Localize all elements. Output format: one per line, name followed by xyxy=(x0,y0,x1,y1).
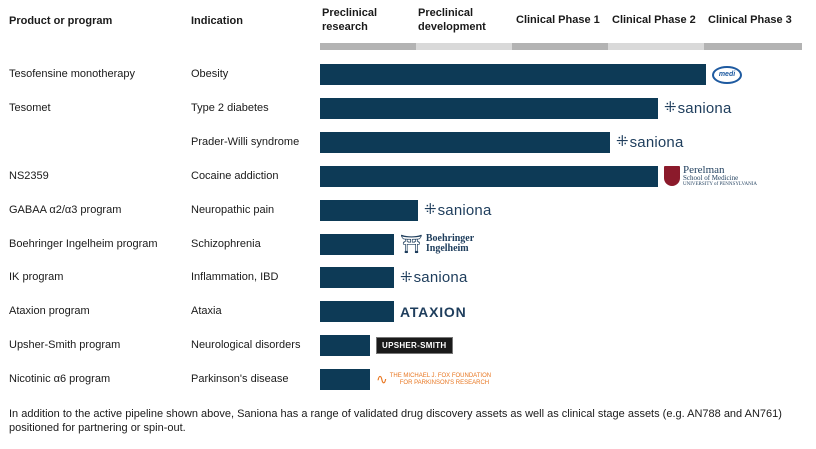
product-label: NS2359 xyxy=(9,169,49,182)
partner-name: saniona xyxy=(629,133,684,151)
indication-label: Parkinson's disease xyxy=(191,373,289,386)
header-stage-clinical-phase-3: Clinical Phase 3 xyxy=(708,14,792,26)
indication-label: Type 2 diabetes xyxy=(191,101,269,114)
pipeline-bar xyxy=(320,301,394,323)
stage-band-3 xyxy=(512,43,608,50)
header-stage-clinical-phase-2: Clinical Phase 2 xyxy=(612,14,696,26)
header-stage-clinical-phase-1: Clinical Phase 1 xyxy=(516,14,600,26)
indication-label: Neuropathic pain xyxy=(191,203,275,216)
partner-logo-saniona: ⁜ saniona xyxy=(664,96,732,121)
partner-name: saniona xyxy=(413,269,468,287)
product-label: Boehringer Ingelheim program xyxy=(9,237,158,250)
indication-label: Prader-Willi syndrome xyxy=(191,135,300,148)
product-label: GABAA α2/α3 program xyxy=(9,203,122,216)
product-label: Nicotinic α6 program xyxy=(9,373,111,386)
indication-label: Ataxia xyxy=(191,305,222,318)
product-label: Tesofensine monotherapy xyxy=(9,68,135,80)
header-stage-preclinical-development: Preclinical development xyxy=(418,7,486,33)
saniona-star-icon: ⁜ xyxy=(400,268,413,286)
pipeline-bar xyxy=(320,131,610,153)
stage-band-4 xyxy=(608,43,704,50)
footnote: In addition to the active pipeline shown… xyxy=(9,408,782,434)
partner-subtitle: School of Medicine xyxy=(683,173,739,182)
product-label: IK program xyxy=(9,271,64,284)
partner-logo-saniona: ⁜ saniona xyxy=(400,265,468,290)
medi-logo-icon: medi xyxy=(712,65,742,84)
partner-logo-mjff: ∿ THE MICHAEL J. FOX FOUNDATION FOR PARKIN… xyxy=(376,367,491,392)
pipeline-bar xyxy=(320,369,370,391)
pipeline-bar xyxy=(320,267,394,289)
saniona-star-icon: ⁜ xyxy=(424,201,437,219)
partner-logo-saniona: ⁜ saniona xyxy=(616,130,684,155)
pipeline-bar xyxy=(320,335,370,357)
indication-label: Cocaine addiction xyxy=(191,169,279,182)
partner-logo-bi: ⛩ Boehringer Ingelheim xyxy=(400,232,474,257)
pipeline-bar xyxy=(320,64,706,85)
partner-subtitle: FOR PARKINSON'S RESEARCH xyxy=(399,379,490,386)
partner-name: saniona xyxy=(437,201,492,219)
header-stage-preclinical-research: Preclinical research xyxy=(322,7,378,33)
partner-logo-medi: medi xyxy=(712,62,742,87)
pipeline-bar xyxy=(320,233,394,255)
indication-label: Neurological disorders xyxy=(191,339,301,352)
pipeline-bar xyxy=(320,199,418,221)
saniona-star-icon: ⁜ xyxy=(664,99,677,117)
partner-name: saniona xyxy=(677,99,732,117)
indication-label: Inflammation, IBD xyxy=(191,271,279,284)
partner-logo-perelman: Perelman School of Medicine UNIVERSITY of … xyxy=(664,164,757,189)
header-product: Product or program xyxy=(9,15,113,27)
partner-name: medi xyxy=(718,71,736,78)
partner-name: Boehringer xyxy=(425,233,475,244)
partner-name: UPSHER-SMITH xyxy=(376,337,453,355)
boehringer-building-icon: ⛩ xyxy=(400,233,423,254)
pipeline-bar xyxy=(320,165,658,187)
pipeline-bar xyxy=(320,97,658,119)
partner-name: ATAXION xyxy=(400,303,467,320)
stage-band-1 xyxy=(320,43,416,50)
partner-subtitle-2: UNIVERSITY of PENNSYLVANIA xyxy=(683,181,757,187)
partner-logo-ataxion: ATAXION xyxy=(400,299,467,324)
partner-name: Perelman xyxy=(683,163,725,176)
partner-name-block: THE MICHAEL J. FOX FOUNDATION FOR PARKINS… xyxy=(390,373,491,387)
partner-name-block: Perelman School of Medicine UNIVERSITY of … xyxy=(683,163,757,188)
header-indication: Indication xyxy=(191,15,243,27)
product-label: Tesomet xyxy=(9,101,51,114)
partner-logo-saniona: ⁜ saniona xyxy=(424,198,492,223)
penn-shield-icon xyxy=(664,166,680,187)
product-label: Upsher-Smith program xyxy=(9,339,121,352)
fox-foundation-swoosh-icon: ∿ xyxy=(376,371,388,388)
partner-name: THE MICHAEL J. FOX FOUNDATION xyxy=(389,372,492,379)
product-label: Ataxion program xyxy=(9,305,90,318)
stage-band-5 xyxy=(704,43,802,50)
saniona-star-icon: ⁜ xyxy=(616,133,629,151)
partner-subtitle: Ingelheim xyxy=(425,243,469,254)
stage-band-2 xyxy=(416,43,512,50)
indication-label: Obesity xyxy=(191,68,229,80)
partner-logo-upsher: UPSHER-SMITH xyxy=(376,333,453,358)
indication-label: Schizophrenia xyxy=(191,237,261,250)
partner-name-block: Boehringer Ingelheim xyxy=(426,234,474,254)
